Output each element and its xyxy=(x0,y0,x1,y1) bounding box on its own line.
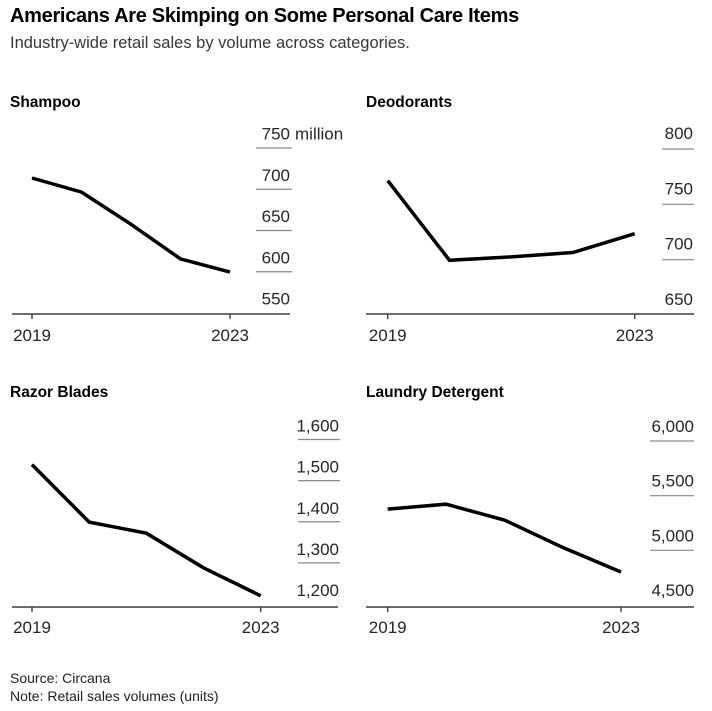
data-line xyxy=(31,176,231,274)
y-tick-label: 650 xyxy=(262,207,290,226)
page-title: Americans Are Skimping on Some Personal … xyxy=(10,5,519,27)
chart-panel-shampoo: Shampoo 750 million 700 650 600 550 2019 2023 xyxy=(0,88,356,378)
y-tick-label: 6,000 xyxy=(651,417,694,436)
chart-title-deodorants: Deodorants xyxy=(366,94,453,111)
figure-footer: Source: Circana Note: Retail sales volum… xyxy=(10,670,219,705)
y-tick-label: 4,500 xyxy=(651,581,694,600)
x-tick-label: 2019 xyxy=(13,618,51,637)
y-tick-label: 1,500 xyxy=(296,458,339,477)
y-tick-label: 750 xyxy=(665,179,693,198)
y-tick-label: 5,500 xyxy=(651,472,694,491)
note-line: Note: Retail sales volumes (units) xyxy=(10,687,219,704)
y-tick-label: 700 xyxy=(665,235,693,254)
deodorants-line-chart: 800 750 700 650 2019 2023 xyxy=(366,124,694,345)
y-tick-label: 750 xyxy=(262,125,290,144)
chart-title-razor-blades: Razor Blades xyxy=(10,384,109,401)
y-tick-label: 700 xyxy=(262,166,290,185)
y-tick-label: 1,400 xyxy=(296,499,339,518)
x-tick-label: 2019 xyxy=(13,326,51,345)
data-line xyxy=(386,179,636,263)
x-tick-label: 2019 xyxy=(369,326,407,345)
y-axis-unit-label: million xyxy=(295,125,343,144)
chart-title-laundry-detergent: Laundry Detergent xyxy=(366,384,504,401)
page-subtitle: Industry-wide retail sales by volume acr… xyxy=(10,34,410,52)
x-tick-label: 2023 xyxy=(242,618,280,637)
y-tick-label: 650 xyxy=(665,290,693,309)
y-tick-label: 550 xyxy=(262,290,290,309)
chart-panel-laundry-detergent: Laundry Detergent 6,000 5,500 5,000 4,500 20… xyxy=(356,378,712,658)
laundry-detergent-line-chart: 6,000 5,500 5,000 4,500 2019 2023 xyxy=(366,417,694,637)
chart-title-shampoo: Shampoo xyxy=(10,94,81,111)
x-tick-label: 2023 xyxy=(616,326,654,345)
data-line xyxy=(387,502,622,574)
y-tick-label: 1,600 xyxy=(296,417,339,436)
chart-panel-razor-blades: Razor Blades 1,600 1,500 1,400 1,300 1,200 20… xyxy=(0,378,356,658)
x-tick-label: 2023 xyxy=(602,618,640,637)
x-tick-label: 2019 xyxy=(369,618,407,637)
y-tick-label: 800 xyxy=(665,124,693,143)
y-tick-label: 1,200 xyxy=(296,581,339,600)
source-line: Source: Circana xyxy=(10,670,111,686)
x-tick-label: 2023 xyxy=(211,326,249,345)
chart-panel-deodorants: Deodorants 800 750 700 650 2019 2023 xyxy=(356,88,712,378)
razor-blades-line-chart: 1,600 1,500 1,400 1,300 1,200 2019 2023 xyxy=(12,417,340,637)
data-line xyxy=(30,463,262,598)
y-tick-label: 600 xyxy=(262,248,290,267)
y-tick-label: 1,300 xyxy=(296,540,339,559)
y-tick-label: 5,000 xyxy=(651,526,694,545)
shampoo-line-chart: 750 million 700 650 600 550 2019 2023 xyxy=(12,125,343,345)
